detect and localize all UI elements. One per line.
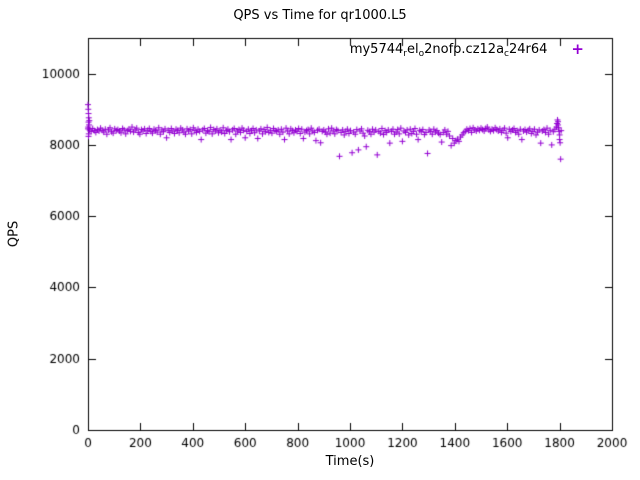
chart-title: QPS vs Time for qr1000.L5 (233, 8, 407, 23)
legend-label: my5744relo2nofp.cz12ac24r64 (349, 42, 548, 59)
legend: my5744relo2nofp.cz12ac24r64 + (349, 40, 584, 60)
y-axis-label: QPS (6, 220, 22, 248)
legend-plus-marker: + (571, 40, 584, 58)
x-axis-label: Time(s) (325, 454, 375, 469)
